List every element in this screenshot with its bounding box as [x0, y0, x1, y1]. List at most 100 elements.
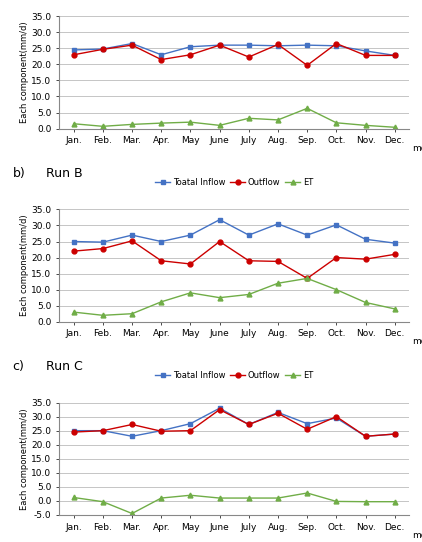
ET	[71, 120, 76, 127]
Toatal Inflow	[392, 52, 397, 59]
ET	[71, 494, 76, 501]
Outflow	[246, 257, 252, 264]
Outflow	[246, 421, 252, 428]
Outflow	[276, 410, 281, 416]
Outflow	[334, 40, 339, 47]
ET	[392, 499, 397, 505]
Toatal Inflow	[363, 236, 368, 242]
Y-axis label: Each component(mm/d): Each component(mm/d)	[19, 215, 29, 317]
Toatal Inflow	[392, 240, 397, 247]
Text: b): b)	[13, 166, 25, 179]
ET	[217, 122, 222, 128]
Toatal Inflow	[246, 42, 252, 48]
ET	[392, 124, 397, 131]
ET	[363, 499, 368, 505]
Toatal Inflow	[363, 48, 368, 54]
Outflow	[334, 414, 339, 420]
Toatal Inflow	[217, 216, 222, 223]
ET	[217, 495, 222, 501]
Outflow	[217, 238, 222, 245]
Toatal Inflow	[305, 42, 310, 48]
ET	[276, 117, 281, 123]
Line: ET: ET	[71, 491, 397, 516]
Text: Run C: Run C	[46, 360, 83, 373]
Outflow	[305, 62, 310, 69]
ET	[159, 299, 164, 305]
Toatal Inflow	[276, 409, 281, 416]
ET	[334, 286, 339, 293]
Outflow	[305, 275, 310, 282]
Outflow	[159, 428, 164, 435]
Outflow	[334, 254, 339, 261]
Toatal Inflow	[188, 232, 193, 238]
ET	[130, 510, 135, 517]
ET	[392, 306, 397, 312]
Text: c): c)	[13, 360, 24, 373]
Legend: Toatal Inflow, Outflow, ET: Toatal Inflow, Outflow, ET	[155, 178, 313, 186]
Outflow	[276, 258, 281, 264]
Toatal Inflow	[334, 222, 339, 228]
Y-axis label: Each component(mm/d): Each component(mm/d)	[19, 22, 29, 123]
X-axis label: month: month	[412, 338, 422, 346]
ET	[188, 289, 193, 296]
Outflow	[71, 429, 76, 435]
Toatal Inflow	[305, 232, 310, 238]
ET	[305, 490, 310, 496]
Outflow	[217, 42, 222, 48]
ET	[276, 280, 281, 287]
Line: Outflow: Outflow	[71, 407, 397, 438]
Outflow	[130, 42, 135, 48]
Toatal Inflow	[276, 221, 281, 227]
Line: Outflow: Outflow	[71, 238, 397, 281]
ET	[246, 291, 252, 298]
ET	[130, 311, 135, 317]
Toatal Inflow	[159, 428, 164, 434]
Toatal Inflow	[130, 433, 135, 440]
Outflow	[246, 54, 252, 60]
ET	[217, 294, 222, 301]
ET	[305, 275, 310, 282]
Outflow	[363, 52, 368, 59]
ET	[188, 492, 193, 499]
ET	[159, 120, 164, 126]
ET	[100, 312, 106, 319]
Line: ET: ET	[71, 106, 397, 130]
ET	[305, 105, 310, 112]
Toatal Inflow	[100, 239, 106, 246]
Toatal Inflow	[363, 433, 368, 440]
Legend: Toatal Inflow, Outflow, ET: Toatal Inflow, Outflow, ET	[155, 371, 313, 380]
Outflow	[392, 52, 397, 59]
Toatal Inflow	[334, 42, 339, 49]
Outflow	[305, 426, 310, 433]
Toatal Inflow	[246, 421, 252, 428]
ET	[100, 499, 106, 505]
Toatal Inflow	[130, 232, 135, 238]
ET	[276, 495, 281, 501]
Toatal Inflow	[276, 42, 281, 49]
Outflow	[100, 46, 106, 53]
Y-axis label: Each component(mm/d): Each component(mm/d)	[19, 408, 29, 509]
Toatal Inflow	[71, 428, 76, 434]
X-axis label: month: month	[412, 144, 422, 153]
Toatal Inflow	[217, 42, 222, 48]
Outflow	[188, 261, 193, 267]
ET	[246, 115, 252, 121]
Outflow	[363, 256, 368, 262]
ET	[334, 120, 339, 126]
ET	[100, 123, 106, 130]
ET	[71, 309, 76, 315]
Outflow	[159, 56, 164, 63]
Outflow	[130, 421, 135, 428]
Toatal Inflow	[188, 421, 193, 427]
Line: Toatal Inflow: Toatal Inflow	[71, 406, 397, 438]
Line: Outflow: Outflow	[71, 41, 397, 68]
Toatal Inflow	[246, 232, 252, 238]
Outflow	[217, 406, 222, 413]
ET	[363, 299, 368, 306]
Toatal Inflow	[71, 47, 76, 53]
Text: Run B: Run B	[46, 166, 83, 179]
ET	[130, 121, 135, 128]
ET	[188, 119, 193, 125]
Toatal Inflow	[100, 46, 106, 52]
ET	[246, 495, 252, 501]
